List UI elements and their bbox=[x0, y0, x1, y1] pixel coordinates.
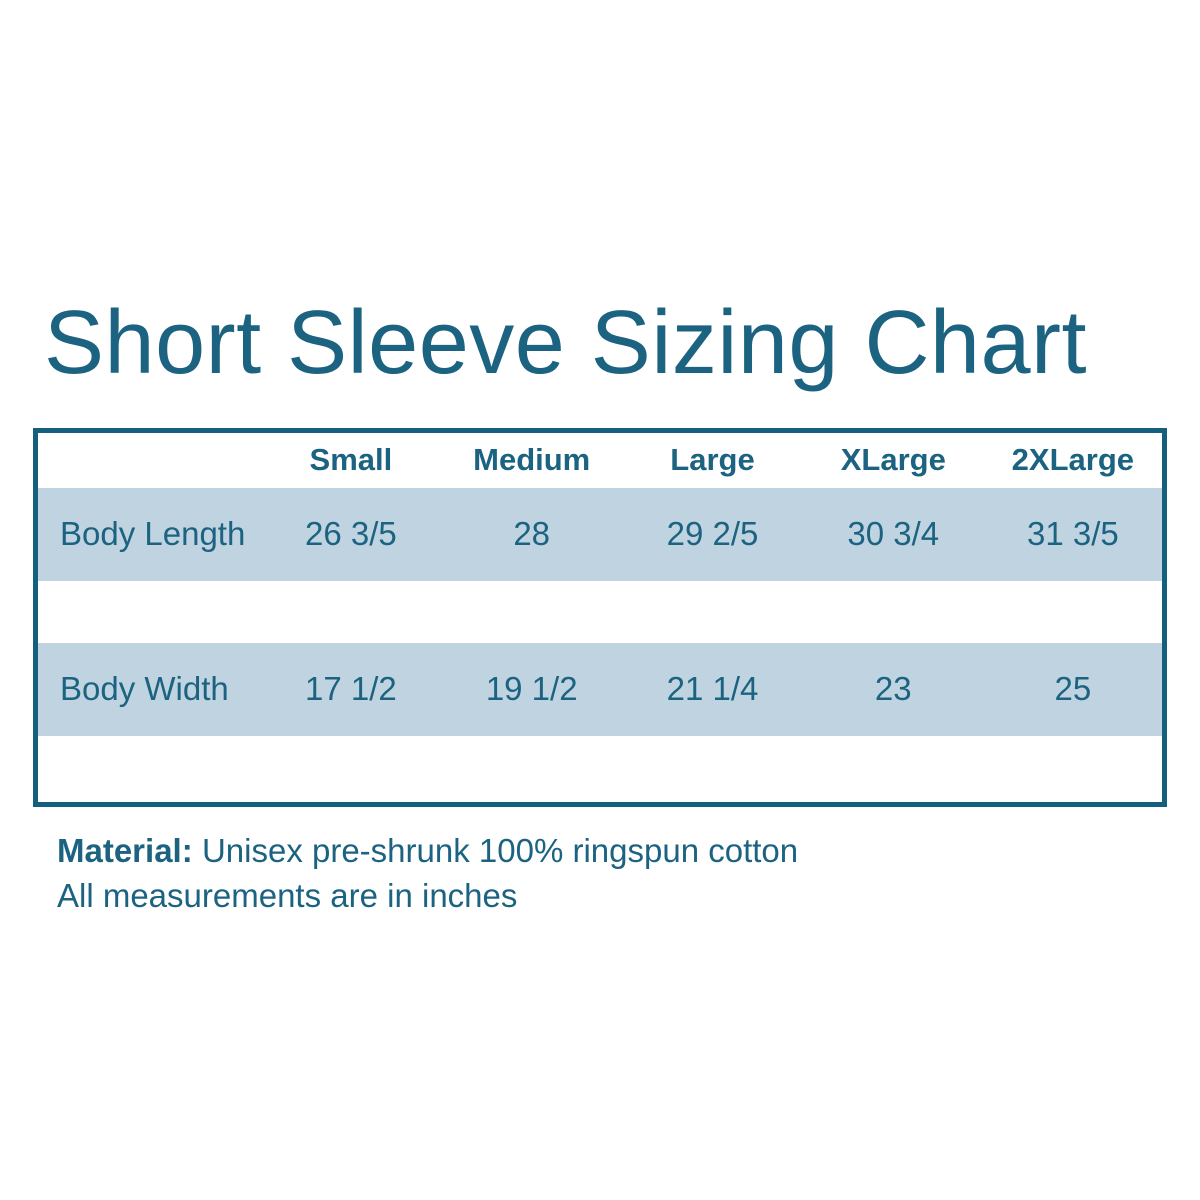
spacer-cell-bottom bbox=[36, 736, 1165, 805]
header-empty-cell bbox=[36, 431, 261, 488]
spacer-row-bottom bbox=[35, 735, 1165, 805]
body-width-medium: 19 1/2 bbox=[485, 670, 578, 707]
body-length-medium: 28 bbox=[513, 515, 551, 552]
table-header-row: Small Medium Large XLarge 2XLarge bbox=[35, 430, 1165, 488]
body-length-2xlarge: 31 3/5 bbox=[1026, 515, 1119, 552]
row-label-body-width: Body Width bbox=[60, 670, 229, 707]
column-header-2xlarge: 2XLarge bbox=[1011, 442, 1135, 478]
material-label: Material: bbox=[57, 832, 193, 869]
page-title: Short Sleeve Sizing Chart bbox=[44, 293, 1088, 393]
table-row-body-length: Body Length 26 3/5 28 29 2/5 30 3/4 31 3… bbox=[35, 487, 1165, 581]
footer-notes: Material: Unisex pre-shrunk 100% ringspun… bbox=[57, 828, 798, 918]
body-length-xlarge: 30 3/4 bbox=[847, 515, 940, 552]
body-length-small: 26 3/5 bbox=[305, 515, 397, 552]
sizing-table: Small Medium Large XLarge 2XLarge Body L… bbox=[33, 428, 1167, 807]
body-length-large: 29 2/5 bbox=[666, 515, 759, 552]
column-header-large: Large bbox=[670, 442, 755, 478]
measurements-note: All measurements are in inches bbox=[57, 877, 518, 914]
body-width-2xlarge: 25 bbox=[1054, 670, 1092, 707]
material-value: Unisex pre-shrunk 100% ringspun cotton bbox=[201, 832, 799, 869]
column-header-xlarge: XLarge bbox=[840, 442, 946, 478]
column-header-medium: Medium bbox=[473, 442, 591, 478]
body-width-xlarge: 23 bbox=[874, 670, 912, 707]
row-label-body-length: Body Length bbox=[60, 515, 246, 552]
body-width-small: 17 1/2 bbox=[305, 670, 397, 707]
material-line: Material: Unisex pre-shrunk 100% ringspun… bbox=[57, 828, 798, 873]
column-header-small: Small bbox=[309, 442, 393, 478]
body-width-large: 21 1/4 bbox=[666, 670, 759, 707]
spacer-cell bbox=[36, 581, 1165, 643]
spacer-row bbox=[35, 580, 1165, 643]
table-row-body-width: Body Width 17 1/2 19 1/2 21 1/4 23 25 bbox=[35, 642, 1165, 736]
